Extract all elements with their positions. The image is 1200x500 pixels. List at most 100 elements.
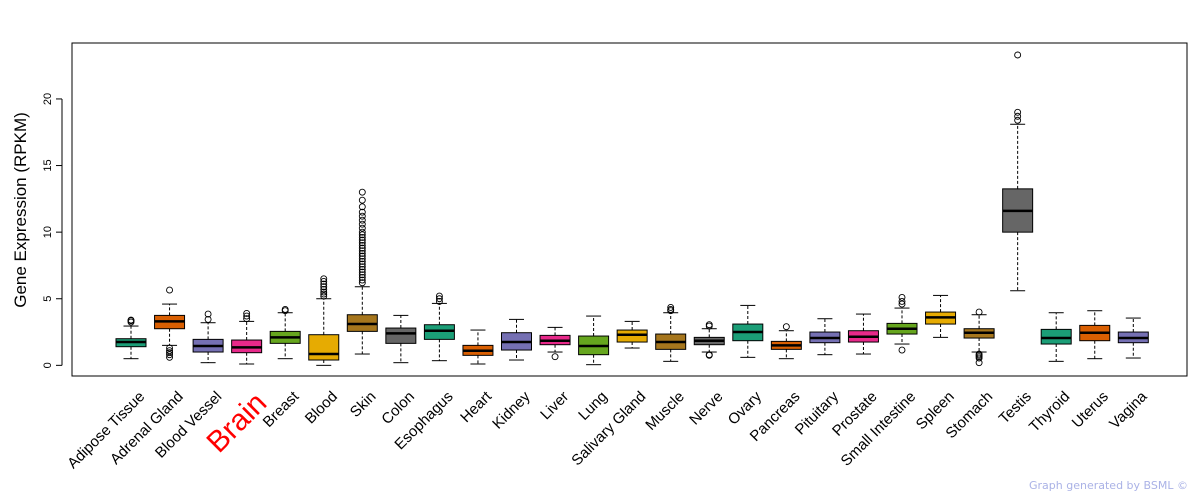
outlier-point xyxy=(1014,116,1022,124)
outlier-point xyxy=(127,316,135,324)
outlier-point xyxy=(1014,51,1022,59)
outlier-point xyxy=(166,286,174,294)
x-tick-label: Vagina xyxy=(1106,388,1151,433)
outlier-point xyxy=(1014,112,1022,120)
box-brain xyxy=(231,309,263,365)
x-tick-label: Blood xyxy=(302,388,341,427)
outlier-point xyxy=(320,283,328,291)
box-blood-vessel xyxy=(192,310,224,364)
box-esophagus xyxy=(423,292,455,362)
outlier-point xyxy=(204,315,212,323)
box-kidney xyxy=(501,318,532,361)
box-pancreas xyxy=(770,323,802,360)
box-uterus xyxy=(1079,310,1111,360)
outlier-point xyxy=(782,323,790,331)
box-adipose-tissue xyxy=(115,316,147,360)
y-axis: 0 5 10 15 20 xyxy=(42,93,63,368)
y-tick-label: 0 xyxy=(42,362,54,368)
box-blood xyxy=(308,275,340,366)
outlier-point xyxy=(320,290,328,298)
outlier-point xyxy=(551,353,559,361)
outlier-point xyxy=(320,288,328,296)
box-heart xyxy=(462,329,494,365)
outlier-point xyxy=(204,310,212,318)
outlier-point xyxy=(358,263,366,271)
outlier-point xyxy=(320,292,328,300)
box-skin xyxy=(346,188,378,355)
box-adrenal-gland xyxy=(154,286,186,361)
outlier-point xyxy=(358,236,366,244)
box-small-intestine xyxy=(886,293,918,354)
outlier-point xyxy=(358,247,366,255)
iqr-box xyxy=(308,334,340,361)
outlier-point xyxy=(975,354,983,362)
outlier-point xyxy=(898,293,906,301)
outlier-point xyxy=(358,203,366,211)
x-tick-label: Uterus xyxy=(1069,388,1112,431)
outlier-point xyxy=(435,292,443,300)
outlier-point xyxy=(358,252,366,260)
outlier-point xyxy=(320,285,328,293)
x-tick-label: Lung xyxy=(575,388,611,424)
boxes-layer xyxy=(115,51,1149,367)
box-nerve xyxy=(693,321,725,359)
outlier-point xyxy=(358,268,366,276)
outlier-point xyxy=(320,275,328,283)
y-tick-label: 15 xyxy=(42,159,54,171)
outlier-point xyxy=(358,255,366,263)
outlier-point xyxy=(898,346,906,354)
box-stomach xyxy=(963,308,995,367)
outlier-point xyxy=(358,220,366,228)
iqr-box xyxy=(423,324,455,340)
outlier-point xyxy=(166,349,174,357)
plot-frame xyxy=(71,42,1188,377)
outlier-point xyxy=(320,277,328,285)
outlier-point xyxy=(320,280,328,288)
outlier-point xyxy=(358,239,366,247)
x-tick-label: Kidney xyxy=(489,388,534,433)
box-testis xyxy=(1002,51,1034,292)
outlier-point xyxy=(358,228,366,236)
y-tick-label: 5 xyxy=(42,296,54,302)
outlier-point xyxy=(166,347,174,355)
footer-credit: Graph generated by BSML © xyxy=(1029,479,1188,492)
box-lung xyxy=(578,315,610,366)
outlier-point xyxy=(243,315,251,323)
outlier-point xyxy=(705,321,713,329)
outlier-point xyxy=(435,295,443,303)
x-tick-label: Skin xyxy=(347,388,380,421)
box-thyroid xyxy=(1040,312,1072,362)
outlier-point xyxy=(358,224,366,232)
outlier-point xyxy=(358,271,366,279)
outlier-point xyxy=(975,308,983,316)
outlier-point xyxy=(243,312,251,320)
outlier-point xyxy=(358,276,366,284)
box-spleen xyxy=(925,294,957,338)
box-muscle xyxy=(655,303,687,362)
iqr-box xyxy=(385,327,417,344)
outlier-point xyxy=(435,297,443,305)
outlier-point xyxy=(667,305,675,313)
x-tick-label: Nerve xyxy=(686,388,726,428)
y-tick-label: 10 xyxy=(42,226,54,238)
box-vagina xyxy=(1117,317,1149,359)
box-ovary xyxy=(732,304,764,358)
outlier-point xyxy=(1014,108,1022,116)
outlier-point xyxy=(358,188,366,196)
outlier-point xyxy=(898,300,906,308)
y-tick-label: 20 xyxy=(42,93,54,105)
outlier-point xyxy=(166,353,174,361)
iqr-box xyxy=(1040,328,1072,345)
outlier-point xyxy=(358,216,366,224)
box-prostate xyxy=(847,313,879,355)
outlier-point xyxy=(358,196,366,204)
iqr-box xyxy=(616,329,648,343)
outlier-point xyxy=(358,234,366,241)
outlier-point xyxy=(358,260,366,268)
outlier-point xyxy=(667,303,675,311)
outlier-point xyxy=(358,279,366,287)
outlier-point xyxy=(358,231,366,239)
outlier-point xyxy=(358,250,366,257)
